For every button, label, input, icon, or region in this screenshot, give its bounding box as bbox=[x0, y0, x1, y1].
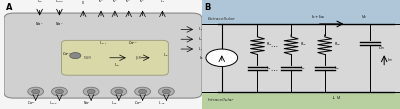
Text: $I_{rel}$: $I_{rel}$ bbox=[114, 62, 120, 69]
Text: $R_{a1}$: $R_{a1}$ bbox=[266, 41, 274, 49]
Text: $I_{b,Na}$: $I_{b,Na}$ bbox=[55, 0, 64, 5]
Text: $I_{a2}$: $I_{a2}$ bbox=[300, 65, 306, 72]
Circle shape bbox=[135, 87, 150, 96]
Text: $I_{Ca,L}$: $I_{Ca,L}$ bbox=[198, 26, 206, 33]
Text: $Na^+$: $Na^+$ bbox=[35, 21, 44, 28]
Text: $\cdots$: $\cdots$ bbox=[270, 66, 278, 72]
Text: $\cdots$: $\cdots$ bbox=[270, 42, 278, 48]
Text: $I_{a1}$: $I_{a1}$ bbox=[266, 65, 272, 72]
Text: $Na^+$: $Na^+$ bbox=[55, 21, 64, 28]
Circle shape bbox=[83, 87, 99, 96]
Text: Intracellular: Intracellular bbox=[208, 98, 234, 102]
Text: B: B bbox=[204, 3, 210, 12]
Text: $I_{NaK}$: $I_{NaK}$ bbox=[111, 99, 118, 107]
Bar bbox=[202, 0, 400, 24]
Bar bbox=[202, 92, 400, 109]
Text: $I_{Ks}$: $I_{Ks}$ bbox=[160, 0, 165, 5]
Text: $I_s$: $I_s$ bbox=[200, 54, 204, 62]
Text: $Na^+$: $Na^+$ bbox=[83, 99, 91, 107]
Text: $\downarrow V_i$: $\downarrow V_i$ bbox=[331, 94, 342, 102]
Circle shape bbox=[32, 89, 40, 94]
Text: $I_{Ca,L}$: $I_{Ca,L}$ bbox=[99, 40, 107, 47]
Text: $I_{to}$: $I_{to}$ bbox=[198, 35, 203, 43]
Text: $Ca^{2+}$: $Ca^{2+}$ bbox=[134, 99, 143, 107]
FancyBboxPatch shape bbox=[4, 13, 202, 98]
Text: $K^+$: $K^+$ bbox=[139, 0, 146, 5]
Text: A: A bbox=[6, 3, 12, 12]
Text: $I_{Kr}$: $I_{Kr}$ bbox=[198, 45, 204, 53]
Text: Cl: Cl bbox=[82, 1, 85, 5]
Text: $I_m$: $I_m$ bbox=[387, 56, 393, 64]
Text: $K^+$: $K^+$ bbox=[98, 0, 104, 5]
Text: $Ca^{2+}$: $Ca^{2+}$ bbox=[62, 51, 72, 58]
Text: $I_{NaCa}$: $I_{NaCa}$ bbox=[49, 99, 58, 107]
Circle shape bbox=[56, 89, 63, 94]
Text: $R_{a2}$: $R_{a2}$ bbox=[300, 41, 307, 49]
Text: $V_e$: $V_e$ bbox=[361, 13, 368, 21]
Text: $I_{b,Ca}$: $I_{b,Ca}$ bbox=[158, 99, 166, 107]
Bar bbox=[202, 24, 400, 92]
Circle shape bbox=[158, 87, 174, 96]
Text: $Ca^{2+}$: $Ca^{2+}$ bbox=[27, 99, 36, 107]
Text: $I_s+I_{ion}$: $I_s+I_{ion}$ bbox=[311, 13, 326, 21]
Text: $R_{an}$: $R_{an}$ bbox=[334, 41, 341, 49]
Text: NSR: NSR bbox=[83, 56, 91, 60]
Text: $I_{an}$: $I_{an}$ bbox=[334, 65, 340, 72]
Circle shape bbox=[139, 89, 146, 94]
Text: $I_{Na}$: $I_{Na}$ bbox=[36, 0, 43, 5]
Text: JSR: JSR bbox=[136, 56, 142, 60]
Circle shape bbox=[52, 87, 67, 96]
Circle shape bbox=[111, 87, 127, 96]
Text: $K^+$: $K^+$ bbox=[126, 0, 132, 5]
Circle shape bbox=[87, 89, 95, 94]
Circle shape bbox=[70, 53, 81, 59]
FancyBboxPatch shape bbox=[62, 40, 168, 75]
Text: $I_{up}$: $I_{up}$ bbox=[164, 51, 169, 58]
Circle shape bbox=[206, 49, 238, 66]
Text: $Ca^{2+}$: $Ca^{2+}$ bbox=[128, 40, 138, 47]
Circle shape bbox=[28, 87, 44, 96]
Text: Extracellular: Extracellular bbox=[208, 17, 236, 20]
Circle shape bbox=[115, 89, 123, 94]
Text: $K^+$: $K^+$ bbox=[112, 0, 118, 5]
Text: $C_m$: $C_m$ bbox=[378, 44, 386, 52]
Circle shape bbox=[162, 89, 170, 94]
